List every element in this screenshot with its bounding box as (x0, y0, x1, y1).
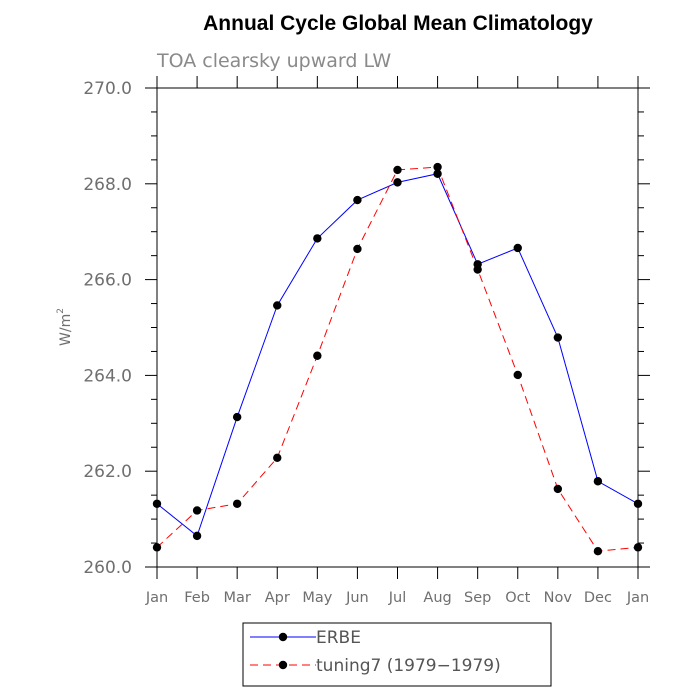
series-1-point (232, 412, 242, 422)
y-axis-label-text: W/m (58, 314, 74, 346)
series-1-point (152, 499, 162, 508)
series-2-point (232, 499, 242, 508)
legend-label-1: ERBE (316, 628, 361, 648)
series-2-point (553, 484, 563, 494)
legend-marker-2 (278, 660, 288, 670)
series-1-point (513, 243, 522, 253)
series-1-point (393, 178, 402, 187)
svg-text:W/m2: W/m2 (56, 308, 74, 346)
y-tick-label: 260.0 (83, 558, 132, 578)
x-tick-label: Nov (544, 590, 573, 606)
series-line-2 (156, 166, 639, 552)
series-1-point (192, 531, 202, 541)
legend-marker-1 (278, 632, 288, 642)
series-2-point (152, 543, 162, 552)
x-tick-label: Dec (584, 590, 612, 606)
x-tick-label: Jan (145, 590, 168, 606)
y-axis-label: W/m2 (56, 308, 74, 346)
series-2-point (593, 546, 603, 556)
series-2-point (273, 453, 282, 462)
chart-subtitle: TOA clearsky upward LW (156, 50, 391, 72)
y-tick-label: 270.0 (83, 79, 132, 99)
y-axis-label-superscript: 2 (56, 308, 66, 314)
y-tick-label: 262.0 (83, 462, 132, 482)
plot-frame (156, 87, 639, 568)
legend-box (242, 622, 552, 687)
y-axis: 260.0 262.0 264.0 266.0 268.0 270.0 (83, 79, 650, 578)
series-2-point (313, 351, 322, 360)
series-2-point (393, 165, 402, 175)
chart-title: Annual Cycle Global Mean Climatology (203, 12, 593, 35)
series-1-point (593, 477, 603, 486)
series-layer (152, 162, 643, 556)
series-2-point (353, 244, 362, 254)
series-1-point (553, 333, 563, 342)
x-tick-label: May (302, 590, 332, 606)
y-tick-label: 266.0 (83, 271, 132, 291)
x-axis: Jan Feb Mar Apr May Jun Jul Aug Sep Oct Nov Dec Jan (145, 76, 649, 606)
series-2-point (473, 265, 482, 274)
series-1-point (633, 499, 643, 508)
y-tick-label: 264.0 (83, 366, 132, 386)
x-tick-label: Sep (464, 590, 491, 606)
series-2-point (433, 162, 442, 172)
x-tick-label: Jun (345, 590, 369, 606)
x-tick-label: Jul (388, 590, 407, 606)
x-tick-label: Jan (626, 590, 649, 606)
series-1-point (433, 169, 442, 178)
legend: ERBE tuning7 (1979−1979) (250, 628, 501, 676)
series-1-point (313, 234, 322, 243)
series-1-point (273, 301, 282, 310)
series-2-point (513, 370, 522, 380)
x-tick-label: Aug (423, 590, 451, 606)
x-tick-label: Apr (265, 590, 290, 606)
series-1-point (353, 195, 362, 205)
series-line-1 (156, 173, 639, 537)
legend-label-2: tuning7 (1979−1979) (316, 656, 501, 676)
x-tick-label: Oct (505, 590, 530, 606)
y-tick-label: 268.0 (83, 175, 132, 195)
series-2-point (633, 543, 643, 552)
x-tick-label: Feb (184, 590, 210, 606)
series-2-point (192, 506, 202, 515)
x-tick-label: Mar (223, 590, 250, 606)
